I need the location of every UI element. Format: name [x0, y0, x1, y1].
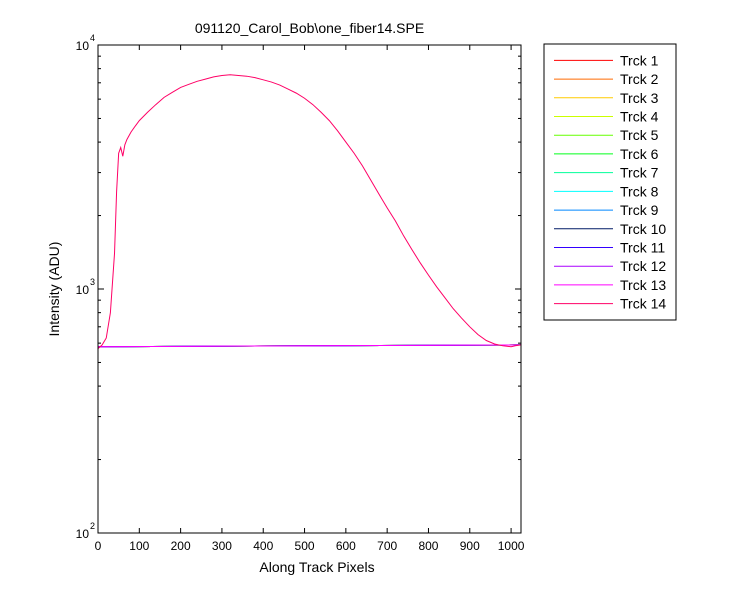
x-tick-label: 900 [460, 539, 480, 553]
series-layer [97, 74, 522, 349]
legend-label-trck-2: Trck 2 [620, 71, 659, 87]
ticks-layer: 0 100 200 300 400 500 600 700 800 900 100010210310… [76, 33, 525, 553]
legend-label-trck-7: Trck 7 [620, 165, 659, 181]
legend-label-trck-5: Trck 5 [620, 127, 659, 143]
x-tick-label: 600 [336, 539, 356, 553]
legend-box [543, 43, 677, 321]
x-tick-label: 1000 [498, 539, 525, 553]
legend-label-trck-12: Trck 12 [620, 258, 666, 274]
x-tick-label: 500 [295, 539, 315, 553]
series-line-trck-14 [97, 74, 522, 349]
y-tick-label: 10 [76, 283, 90, 297]
y-axis-label: Intensity (ADU) [46, 242, 62, 337]
legend-label-trck-6: Trck 6 [620, 146, 659, 162]
plot-area [98, 45, 521, 533]
legend-label-trck-9: Trck 9 [620, 202, 659, 218]
legend: Trck 1 Trck 2 Trck 3 Trck 4 Trck 5 Trck 6 Trck… [543, 43, 677, 321]
x-tick-label: 100 [129, 539, 149, 553]
x-tick-label: 200 [171, 539, 191, 553]
y-tick-label-exponent: 4 [90, 33, 95, 43]
series-line-trck-13 [97, 344, 522, 348]
x-tick-label: 0 [95, 539, 102, 553]
legend-label-trck-1: Trck 1 [620, 52, 659, 68]
legend-label-trck-14: Trck 14 [620, 296, 666, 312]
y-tick-label-exponent: 3 [90, 277, 95, 287]
legend-label-trck-4: Trck 4 [620, 109, 659, 125]
y-tick-label-exponent: 2 [90, 521, 95, 531]
legend-label-trck-8: Trck 8 [620, 183, 659, 199]
x-tick-label: 800 [418, 539, 438, 553]
legend-label-trck-10: Trck 10 [620, 221, 666, 237]
legend-label-trck-11: Trck 11 [620, 240, 665, 256]
y-tick-label: 10 [76, 39, 90, 53]
legend-label-trck-13: Trck 13 [620, 277, 666, 293]
x-tick-label: 700 [377, 539, 397, 553]
x-tick-label: 300 [212, 539, 232, 553]
y-tick-label: 10 [76, 527, 90, 541]
chart-title: 091120_Carol_Bob\one_fiber14.SPE [195, 20, 424, 36]
x-axis-label: Along Track Pixels [259, 559, 374, 575]
legend-label-trck-3: Trck 3 [620, 90, 659, 106]
x-tick-label: 400 [253, 539, 273, 553]
